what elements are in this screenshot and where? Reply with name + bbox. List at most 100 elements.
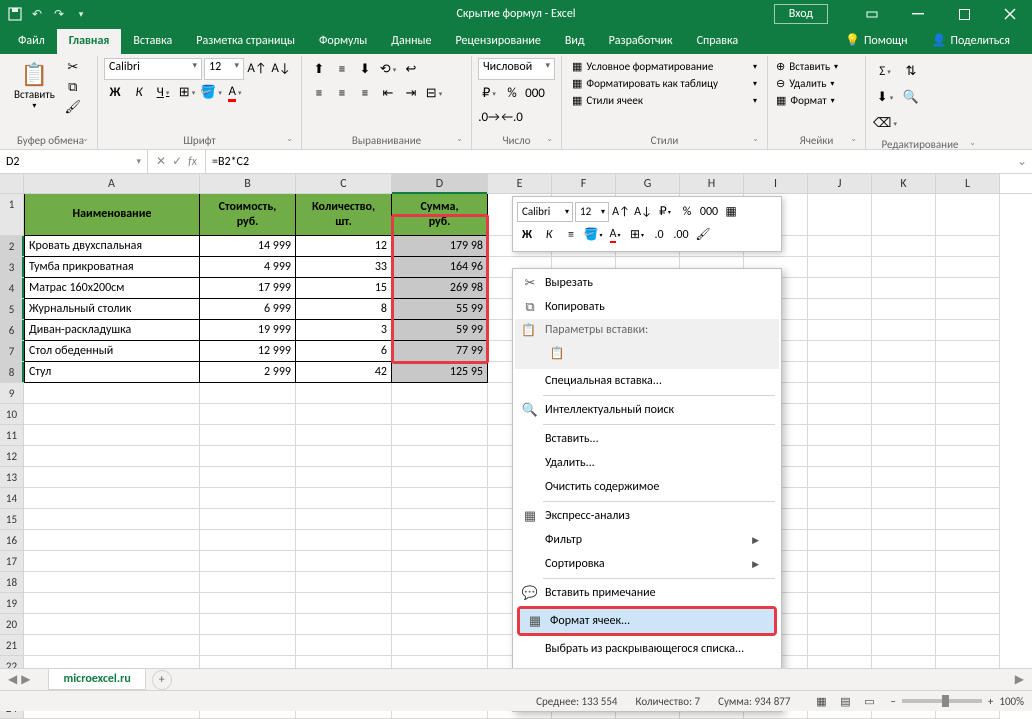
cell[interactable] [24,551,200,572]
cell[interactable] [200,425,296,446]
cell[interactable] [296,425,392,446]
sheet-nav-prev-icon[interactable]: ◀ [8,672,17,687]
cancel-formula-icon[interactable]: ✕ [156,154,166,169]
dec-decimal-icon[interactable]: ←.0 [501,106,523,128]
cell[interactable] [936,530,1000,551]
cell[interactable] [808,551,872,572]
cell[interactable] [392,635,488,656]
align-middle-icon[interactable]: ≡ [331,58,353,80]
scroll-right-icon[interactable]: ▶ [1007,672,1032,687]
cell[interactable] [872,194,936,236]
redo-icon[interactable]: ↷ [50,5,68,23]
cell[interactable] [24,383,200,404]
mini-borders-icon[interactable]: ⊞ [627,225,647,245]
cell[interactable] [936,635,1000,656]
cell[interactable]: Стул [24,362,200,383]
cell[interactable] [24,446,200,467]
ctx-copy[interactable]: ⧉Копировать [515,295,779,319]
row-header-5[interactable]: 5 [0,299,24,320]
mini-decdec-icon[interactable]: .00 [671,225,691,245]
col-header-H[interactable]: H [680,174,744,193]
format-painter-icon[interactable]: 🖌 [63,98,83,116]
cell[interactable] [872,278,936,299]
cell[interactable] [808,362,872,383]
cell[interactable] [936,446,1000,467]
cell[interactable] [200,614,296,635]
zoom-in-icon[interactable]: + [988,695,993,708]
cell[interactable]: Количество, шт. [296,194,392,236]
cell[interactable] [296,614,392,635]
cell[interactable] [872,362,936,383]
copy-icon[interactable]: ⧉ [63,78,83,96]
row-header-7[interactable]: 7 [0,341,24,362]
cell[interactable] [24,614,200,635]
cell[interactable] [392,593,488,614]
cell[interactable]: Стоимость, руб. [200,194,296,236]
cell[interactable] [936,551,1000,572]
cell[interactable] [808,509,872,530]
ctx-filter[interactable]: Фильтр▶ [515,528,779,552]
cell[interactable] [936,509,1000,530]
ctx-insert[interactable]: Вставить... [515,427,779,451]
cell[interactable] [808,278,872,299]
col-header-I[interactable]: I [744,174,808,193]
cell[interactable] [392,551,488,572]
cell[interactable] [296,572,392,593]
font-size-select[interactable]: 12 [204,58,244,80]
fill-color-icon[interactable]: 🪣 [200,82,222,104]
cell[interactable] [24,530,200,551]
cut-icon[interactable]: ✂ [63,58,83,76]
fill-icon[interactable]: ⬇ [874,86,896,108]
row-header-17[interactable]: 17 [0,551,24,572]
cell[interactable] [808,257,872,278]
cell[interactable] [872,425,936,446]
tab-data[interactable]: Данные [379,29,443,54]
col-header-K[interactable]: K [872,174,936,193]
cell[interactable] [296,488,392,509]
cell[interactable] [392,404,488,425]
row-header-10[interactable]: 10 [0,404,24,425]
zoom-level[interactable]: 100% [999,695,1024,708]
cell[interactable] [24,467,200,488]
shrink-font-icon[interactable]: A↓ [270,58,292,80]
mini-font-select[interactable]: Calibri [517,202,573,222]
mini-percent-icon[interactable]: % [677,202,697,222]
cell[interactable] [296,593,392,614]
col-header-A[interactable]: A [24,174,200,193]
cell[interactable] [296,383,392,404]
view-normal-icon[interactable]: ▦ [810,692,832,710]
cell[interactable] [392,446,488,467]
cell[interactable] [808,530,872,551]
align-top-icon[interactable]: ⬆ [308,58,330,80]
insert-cells[interactable]: ⊕Вставить▾ [774,58,859,75]
cell[interactable]: 8 [296,299,392,320]
save-icon[interactable] [6,5,24,23]
find-icon[interactable]: 🔍 [900,86,922,108]
cell[interactable] [296,467,392,488]
paste-opt-default[interactable]: 📋 [545,341,569,365]
align-right-icon[interactable]: ≡ [354,82,376,104]
col-header-B[interactable]: B [200,174,296,193]
grow-font-icon[interactable]: A↑ [246,58,268,80]
mini-fillcolor-icon[interactable]: 🪣 [583,225,603,245]
cell[interactable] [296,530,392,551]
cell[interactable] [936,614,1000,635]
cell[interactable] [936,236,1000,257]
enter-formula-icon[interactable]: ✓ [172,154,182,169]
merge-icon[interactable]: ⊟ [423,82,445,104]
cell[interactable]: 12 999 [200,341,296,362]
add-sheet-icon[interactable]: + [152,670,172,690]
comma-icon[interactable]: 000 [524,82,546,104]
cell[interactable]: 6 999 [200,299,296,320]
expand-formula-icon[interactable]: ⌄ [1012,154,1032,169]
cell[interactable] [808,572,872,593]
cell[interactable] [936,341,1000,362]
cell[interactable] [808,446,872,467]
cell[interactable] [872,299,936,320]
ctx-quick-analysis[interactable]: ▦Экспресс-анализ [515,504,779,528]
cell[interactable]: 6 [296,341,392,362]
cell[interactable] [392,614,488,635]
col-header-C[interactable]: C [296,174,392,193]
row-header-13[interactable]: 13 [0,467,24,488]
cell[interactable] [808,635,872,656]
